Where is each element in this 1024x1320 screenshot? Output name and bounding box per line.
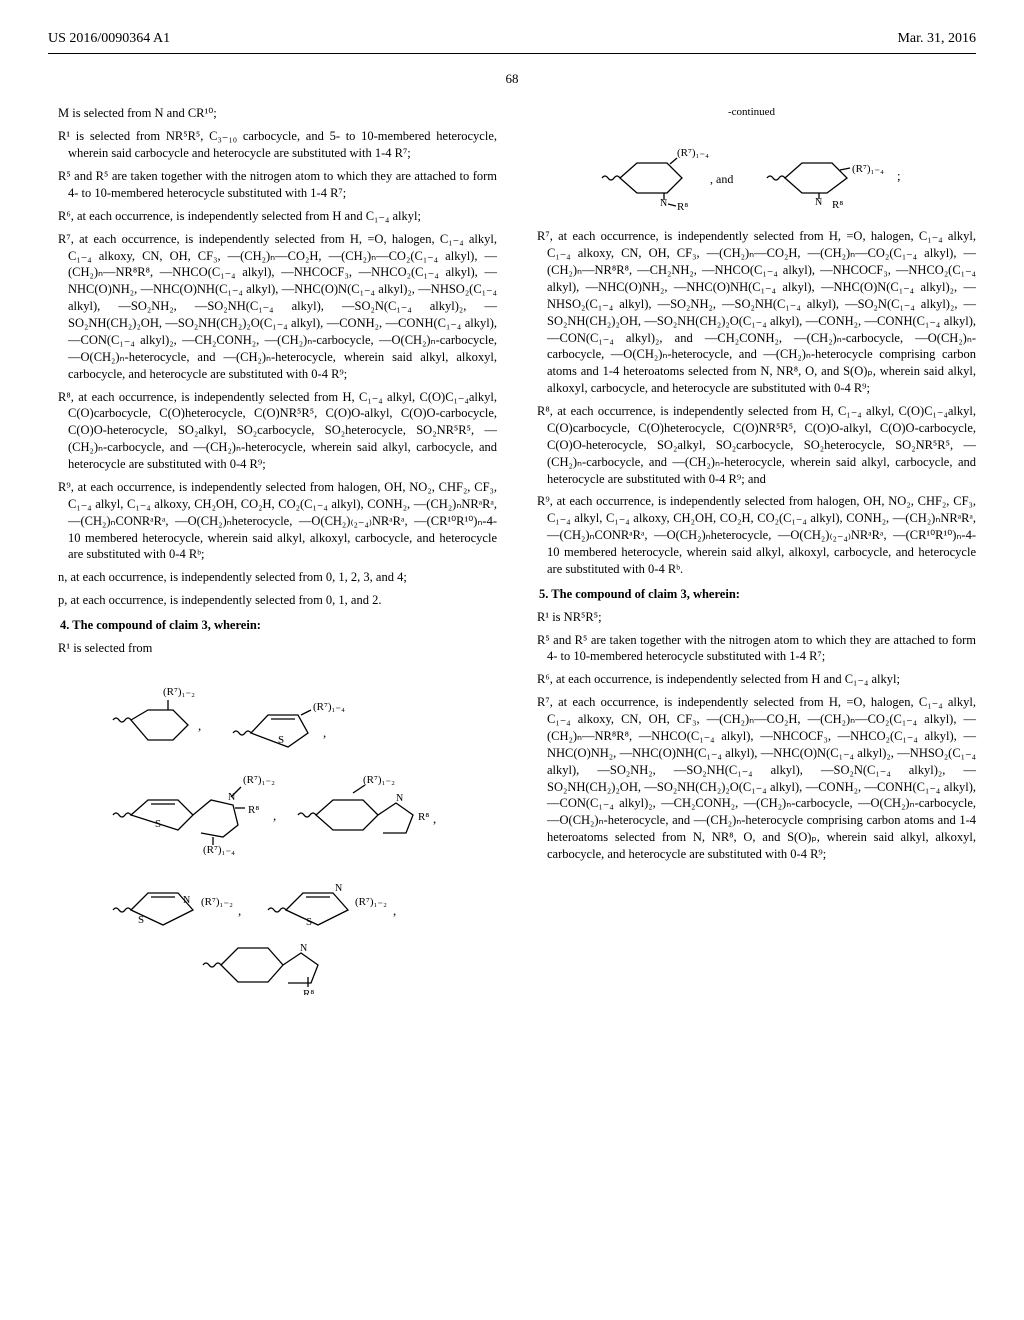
svg-text:(R⁷)₁₋₄: (R⁷)₁₋₄: [313, 701, 345, 713]
svg-text:,: ,: [433, 811, 436, 826]
claim5-r1: R¹ is NR⁵R⁵;: [527, 609, 976, 626]
svg-text:N: N: [300, 943, 307, 954]
continued-label: -continued: [527, 105, 976, 120]
svg-text:(R⁷)₁₋₄: (R⁷)₁₋₄: [203, 844, 235, 856]
svg-text:(R⁷)₁₋₄: (R⁷)₁₋₄: [852, 163, 884, 175]
svg-text:(R⁷)₁₋₄: (R⁷)₁₋₄: [677, 147, 709, 159]
claim4-head: 4. The compound of claim 3, wherein:: [48, 617, 497, 634]
para-r8-right: R⁸, at each occurrence, is independently…: [527, 403, 976, 487]
claim4-r1-intro: R¹ is selected from: [48, 640, 497, 657]
svg-text:(R⁷)₁₋₂: (R⁷)₁₋₂: [363, 774, 395, 786]
para-r7-right: R⁷, at each occurrence, is independently…: [527, 228, 976, 397]
svg-text:N: N: [335, 883, 342, 894]
para-r9: R⁹, at each occurrence, is independently…: [48, 479, 497, 563]
para-r8: R⁸, at each occurrence, is independently…: [48, 389, 497, 473]
para-r5: R⁵ and R⁵ are taken together with the ni…: [48, 168, 497, 202]
para-r9-right: R⁹, at each occurrence, is independently…: [527, 493, 976, 577]
svg-text:,: ,: [393, 903, 396, 918]
svg-text:R⁸: R⁸: [677, 201, 688, 213]
para-r7: R⁷, at each occurrence, is independently…: [48, 231, 497, 383]
svg-text:(R⁷)₁₋₂: (R⁷)₁₋₂: [355, 896, 387, 908]
svg-text:R⁸: R⁸: [303, 988, 314, 995]
svg-text:R⁸: R⁸: [248, 804, 259, 816]
svg-text:R⁸: R⁸: [418, 811, 429, 823]
para-r6: R⁶, at each occurrence, is independently…: [48, 208, 497, 225]
svg-text:,: ,: [198, 718, 201, 733]
page-header: US 2016/0090364 A1 Mar. 31, 2016: [48, 30, 976, 54]
svg-text:R⁸: R⁸: [832, 199, 843, 211]
svg-text:S: S: [306, 916, 312, 928]
svg-text:,: ,: [323, 725, 326, 740]
claim5-head: 5. The compound of claim 3, wherein:: [527, 586, 976, 603]
page-number: 68: [48, 70, 976, 88]
para-p: p, at each occurrence, is independently …: [48, 592, 497, 609]
left-column: M is selected from N and CR¹⁰; R¹ is sel…: [48, 105, 497, 1004]
svg-text:(R⁷)₁₋₂: (R⁷)₁₋₂: [243, 774, 275, 786]
svg-text:,: ,: [273, 808, 276, 823]
para-m: M is selected from N and CR¹⁰;: [48, 105, 497, 122]
svg-text:S: S: [138, 914, 144, 926]
claim5-r7: R⁷, at each occurrence, is independently…: [527, 694, 976, 863]
svg-text:S: S: [155, 818, 161, 830]
chemical-structures-left: (R⁷)₁₋₂ , S (R⁷)₁₋₄ , S N R⁸: [83, 665, 463, 995]
claim5-r6: R⁶, at each occurrence, is independently…: [527, 671, 976, 688]
chemical-structures-right-top: N R⁸ (R⁷)₁₋₄ , and N R⁸ (R⁷)₁₋₄ ;: [582, 128, 922, 218]
svg-text:N: N: [396, 793, 403, 804]
right-column: -continued N R⁸ (R⁷)₁₋₄ , and N R⁸ (R⁷)₁…: [527, 105, 976, 1004]
svg-text:, and: , and: [710, 172, 733, 186]
patent-number: US 2016/0090364 A1: [48, 30, 170, 49]
svg-text:(R⁷)₁₋₂: (R⁷)₁₋₂: [163, 686, 195, 698]
svg-text:(R⁷)₁₋₂: (R⁷)₁₋₂: [201, 896, 233, 908]
claim5-r5: R⁵ and R⁵ are taken together with the ni…: [527, 632, 976, 666]
svg-text:;: ;: [897, 168, 901, 183]
svg-text:S: S: [278, 734, 284, 746]
para-n: n, at each occurrence, is independently …: [48, 569, 497, 586]
svg-text:N: N: [183, 895, 190, 906]
para-r1: R¹ is selected from NR⁵R⁵, C₃₋₁₀ carbocy…: [48, 128, 497, 162]
content-columns: M is selected from N and CR¹⁰; R¹ is sel…: [48, 105, 976, 1004]
patent-date: Mar. 31, 2016: [897, 30, 976, 49]
svg-text:,: ,: [238, 903, 241, 918]
